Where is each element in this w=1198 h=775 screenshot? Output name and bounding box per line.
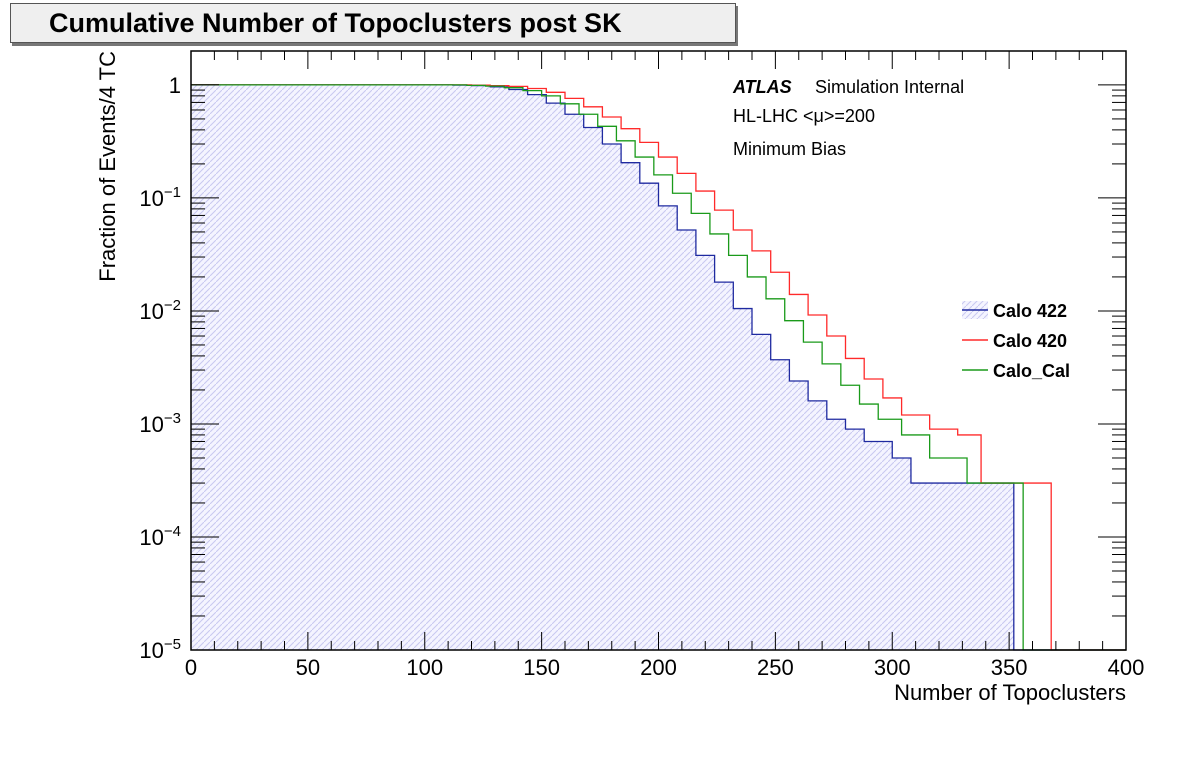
x-tick-label-2: 100 — [406, 655, 443, 680]
annotation-line-3: Minimum Bias — [733, 139, 846, 159]
tick-labels-layer: 0 50 100 150 200 250 300 350 400 10−5 10−4 10−3 10−2… — [139, 73, 1144, 680]
series-line-2 — [191, 84, 1126, 651]
chart-title-box: Cumulative Number of Topoclusters post S… — [10, 3, 736, 43]
x-tick-label-3: 150 — [523, 655, 560, 680]
x-tick-label-6: 300 — [874, 655, 911, 680]
legend-label-2: Calo_Cal — [993, 361, 1070, 381]
y-tick-label-3: 10−2 — [139, 297, 181, 324]
x-tick-label-7: 350 — [991, 655, 1028, 680]
annotation-line-2: HL-LHC <μ>=200 — [733, 106, 875, 126]
y-tick-label-1: 10−4 — [139, 523, 181, 550]
histogram-fill-layer — [191, 84, 1126, 651]
atlas-label: ATLAS — [732, 77, 792, 97]
ticks-layer — [190, 51, 1127, 651]
x-tick-label-4: 200 — [640, 655, 677, 680]
y-tick-label-2: 10−3 — [139, 410, 181, 437]
annotation-block: ATLAS Simulation Internal HL-LHC <μ>=200… — [732, 77, 964, 159]
legend: Calo 422 Calo 420 Calo_Cal — [962, 301, 1070, 381]
x-tick-label-0: 0 — [185, 655, 197, 680]
x-tick-label-5: 250 — [757, 655, 794, 680]
y-axis-title: Fraction of Events/4 TC — [95, 51, 120, 282]
chart-title: Cumulative Number of Topoclusters post S… — [49, 7, 622, 38]
x-axis-title: Number of Topoclusters — [894, 680, 1126, 705]
y-tick-label-5: 1 — [169, 73, 181, 98]
y-tick-label-4: 10−1 — [139, 184, 181, 211]
legend-label-1: Calo 420 — [993, 331, 1067, 351]
atlas-suffix: Simulation Internal — [815, 77, 964, 97]
series-fill-0 — [191, 84, 1126, 651]
x-tick-label-1: 50 — [296, 655, 320, 680]
series-layer — [191, 84, 1126, 651]
y-tick-label-0: 10−5 — [139, 636, 181, 663]
series-line-0 — [191, 84, 1126, 651]
legend-label-0: Calo 422 — [993, 301, 1067, 321]
series-line-1 — [191, 84, 1126, 651]
x-tick-label-8: 400 — [1108, 655, 1145, 680]
